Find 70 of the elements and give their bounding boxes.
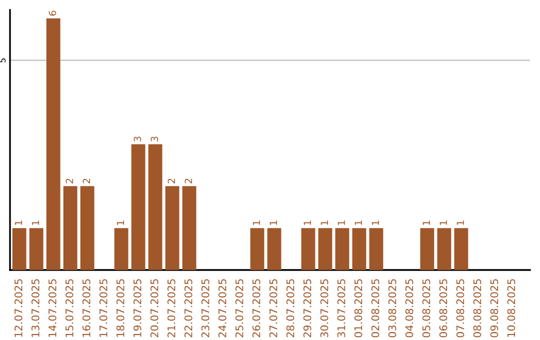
x-tick-label: 01.08.2025	[354, 279, 362, 338]
x-tick-label: 18.07.2025	[116, 279, 124, 337]
bar	[437, 228, 452, 270]
data-label: 1	[440, 220, 447, 225]
data-label: 3	[134, 136, 142, 142]
data-label: 3	[150, 136, 158, 142]
bar	[301, 228, 316, 270]
x-tick-label: 24.07.2025	[218, 279, 226, 338]
x-tick-label: 02.08.2025	[371, 279, 380, 338]
data-label: 1	[372, 220, 379, 225]
data-label: 1	[456, 220, 464, 225]
x-tick-label: 05.08.2025	[422, 279, 430, 338]
data-label: 1	[32, 220, 40, 225]
data-label: 1	[14, 220, 22, 225]
x-tick-label: 22.07.2025	[184, 279, 192, 338]
data-label: 1	[354, 220, 362, 225]
bar	[165, 186, 180, 270]
bar	[29, 228, 44, 270]
x-tick-label: 03.08.2025	[388, 279, 396, 338]
x-tick-label: 09.08.2025	[490, 279, 498, 338]
x-tick-label: 25.07.2025	[235, 279, 244, 338]
x-tick-label: 21.07.2025	[167, 279, 176, 338]
bar	[250, 228, 264, 270]
x-tick-label: 28.07.2025	[286, 279, 294, 338]
x-tick-label: 15.07.2025	[65, 279, 74, 337]
data-label: 2	[168, 178, 175, 184]
bar	[80, 186, 94, 270]
bar	[12, 228, 26, 270]
x-tick-label: 31.07.2025	[337, 279, 346, 338]
data-label: 1	[304, 220, 311, 225]
x-tick-label: 27.07.2025	[269, 279, 278, 338]
bar	[46, 18, 60, 270]
data-label: 1	[422, 220, 430, 225]
data-label: 2	[184, 178, 192, 184]
x-tick-label: 29.07.2025	[303, 279, 312, 338]
x-tick-label: 06.08.2025	[439, 279, 448, 338]
x-tick-label: 13.07.2025	[31, 279, 40, 337]
x-tick-label: 26.07.2025	[252, 279, 260, 338]
bar	[454, 228, 468, 270]
bar	[352, 228, 366, 270]
x-tick-label: 17.07.2025	[99, 279, 108, 337]
x-tick-label: 10.08.2025	[507, 279, 516, 337]
x-tick-label: 14.07.2025	[48, 279, 56, 337]
bar	[114, 228, 128, 270]
bar	[267, 228, 282, 270]
data-label: 1	[320, 220, 328, 225]
x-tick-label: 16.07.2025	[82, 279, 90, 337]
bar	[420, 228, 434, 270]
x-tick-label: 08.08.2025	[473, 279, 482, 338]
data-label: 2	[66, 178, 74, 184]
bar	[182, 186, 196, 270]
data-label: 1	[338, 220, 345, 225]
data-label: 6	[48, 10, 56, 16]
bar	[131, 144, 146, 270]
data-label: 2	[82, 178, 90, 184]
data-label: 1	[252, 220, 260, 225]
x-tick-label: 20.07.2025	[150, 279, 158, 338]
x-tick-label: 12.07.2025	[14, 279, 22, 337]
x-tick-label: 19.07.2025	[133, 279, 142, 337]
x-tick-label: 04.08.2025	[405, 279, 414, 338]
bar	[335, 228, 350, 270]
x-tick-label: 30.07.2025	[320, 279, 328, 338]
x-tick-label: 07.08.2025	[456, 279, 464, 338]
x-tick-label: 23.07.2025	[201, 279, 210, 338]
bar	[63, 186, 78, 270]
bar	[318, 228, 332, 270]
bar	[369, 228, 384, 270]
data-label: 1	[116, 220, 124, 225]
bar	[148, 144, 162, 270]
data-label: 1	[270, 220, 277, 225]
